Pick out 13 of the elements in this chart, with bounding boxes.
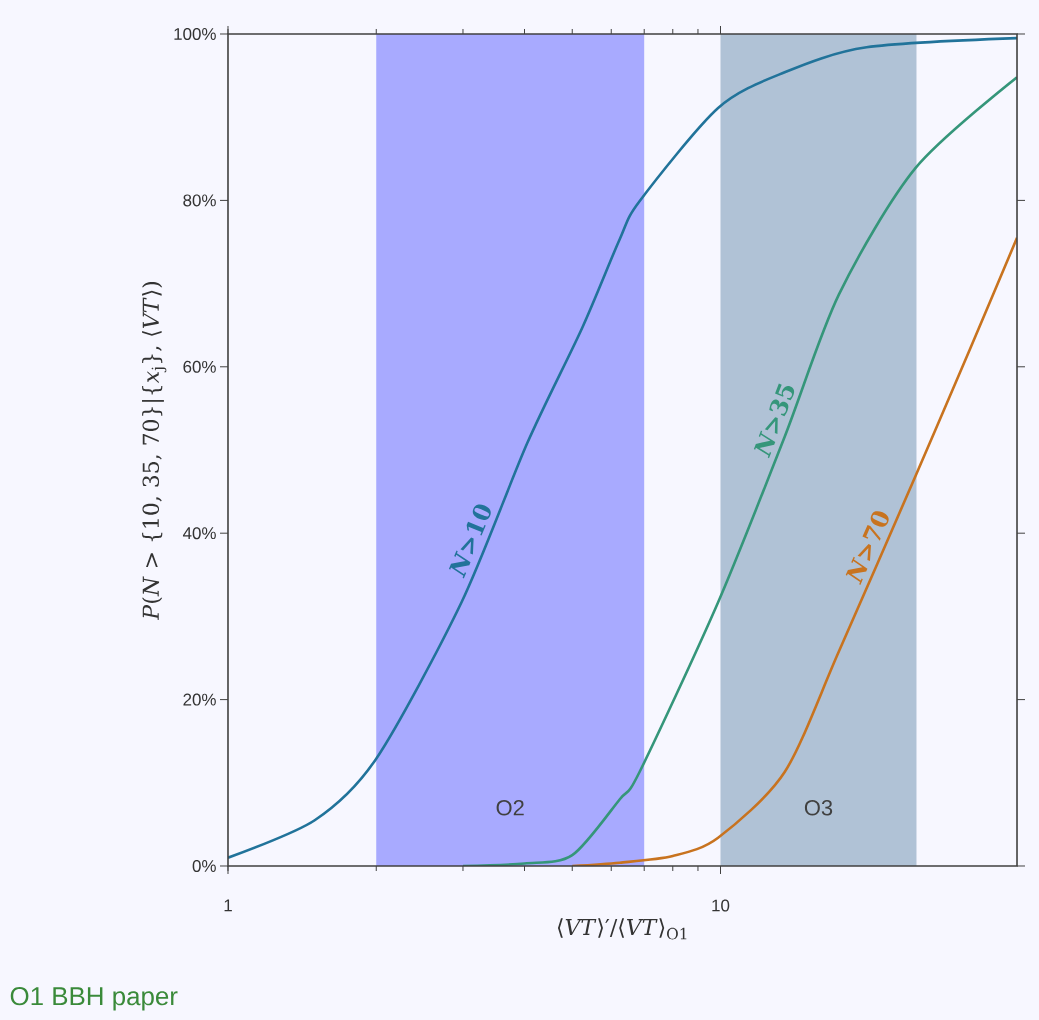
band-label: O3 — [804, 799, 833, 816]
y-tick-label: 0% — [192, 860, 216, 872]
y-tick-label: 60% — [183, 360, 216, 373]
x-tick-label: 10 — [712, 899, 730, 912]
y-tick-label: 20% — [183, 693, 216, 706]
y-tick-label: 40% — [182, 527, 216, 540]
text: P(N > {10, 35, 70}|{x$_{j}$}, ⟨VT⟩) — [141, 282, 167, 621]
band-label: O2 — [496, 799, 524, 816]
x-axis-title: ⟨VT⟩′/⟨VT⟩$_{O1}$ — [557, 918, 687, 940]
text: O1 BBH paper — [10, 987, 178, 1011]
y-tick-label: 80% — [183, 194, 216, 207]
y-tick-label: 100% — [174, 27, 216, 40]
x-tick-label: 1 — [224, 899, 232, 912]
